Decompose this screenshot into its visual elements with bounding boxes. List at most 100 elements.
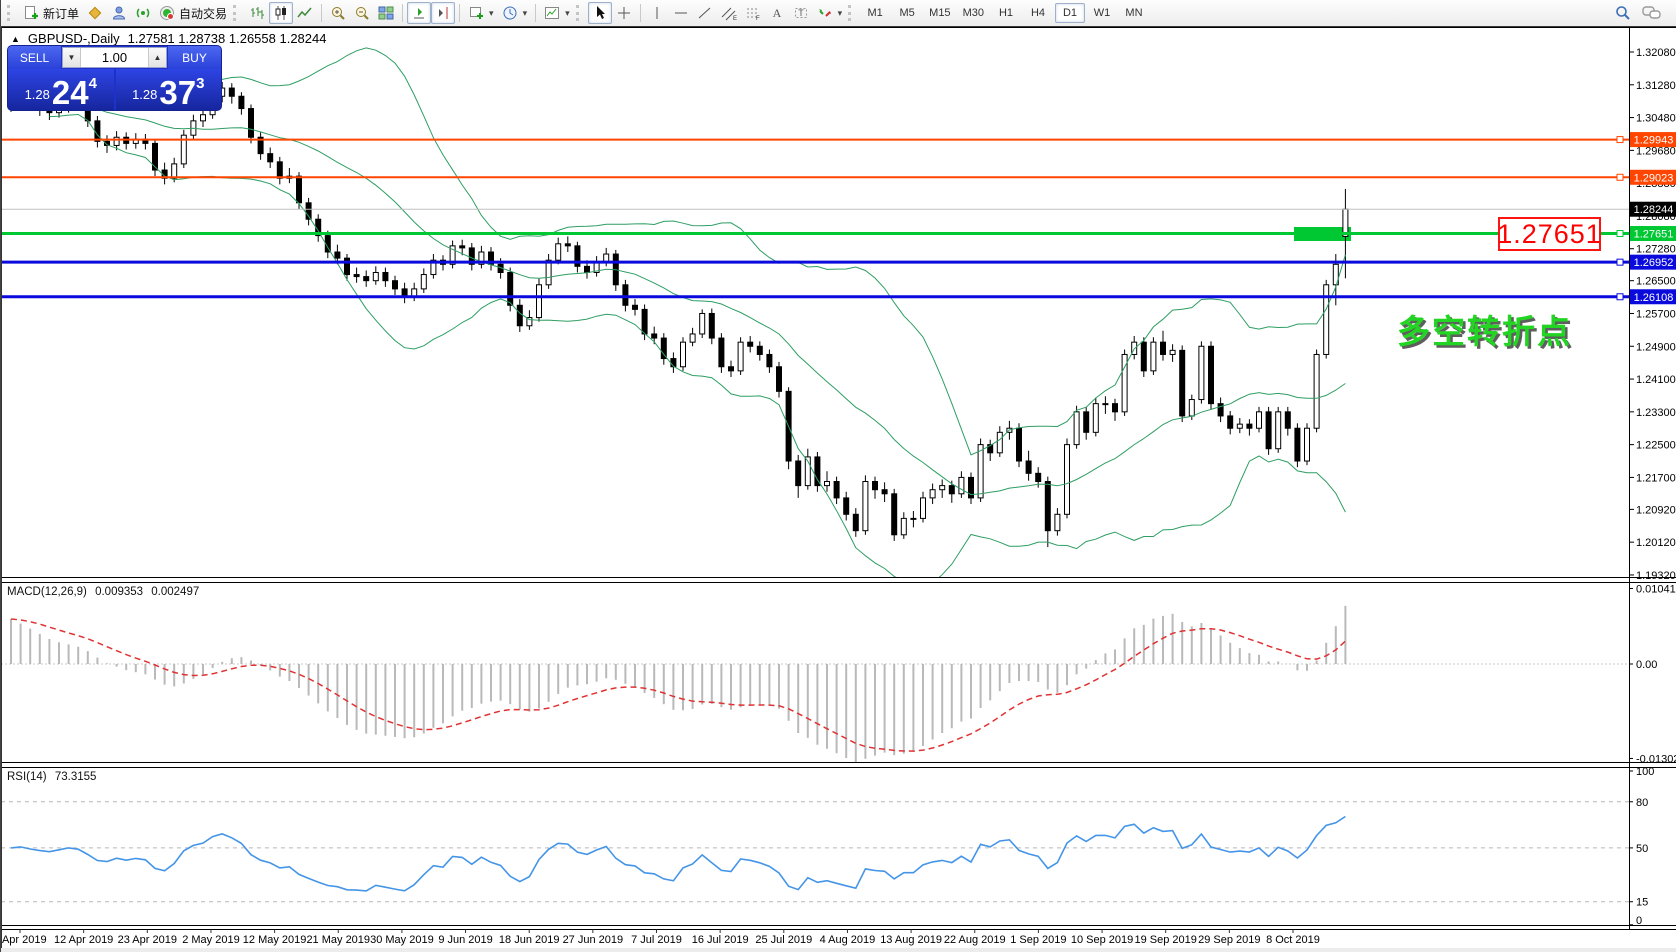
candle xyxy=(900,517,907,536)
timeframe-m30[interactable]: M30 xyxy=(962,7,984,19)
signals-button[interactable] xyxy=(131,2,155,24)
candle xyxy=(795,460,802,487)
candle xyxy=(728,366,734,372)
indicators-icon xyxy=(544,5,560,21)
timeframe-m15[interactable]: M15 xyxy=(929,7,951,19)
turning-point-annotation[interactable]: 多空转折点 xyxy=(1397,313,1572,350)
equidistant-channel-button[interactable]: E xyxy=(717,2,741,24)
candle xyxy=(929,489,936,499)
candle xyxy=(449,245,456,265)
candle xyxy=(296,175,302,204)
buy-price-button[interactable]: 1.28 37 3 xyxy=(115,69,221,110)
price-badge-label: 1.26108 xyxy=(1634,292,1674,304)
date-axis[interactable]: 3 Apr 2019 12 Apr 2019 23 Apr 2019 2 May 20… xyxy=(1,929,1320,947)
timeframe-d1[interactable]: D1 xyxy=(1054,3,1085,23)
trendline-button[interactable] xyxy=(693,2,717,24)
metaeditor-button[interactable] xyxy=(83,2,107,24)
hline-handle[interactable] xyxy=(1616,293,1624,301)
cursor-icon xyxy=(592,5,608,21)
buy-button[interactable]: BUY xyxy=(168,46,221,69)
zoom-out-button[interactable] xyxy=(350,2,374,24)
sell-price-button[interactable]: 1.28 24 4 xyxy=(8,69,114,110)
horizontal-line-icon xyxy=(673,5,689,21)
timeframe-m1[interactable]: M1 xyxy=(867,7,883,19)
timeframe-h1[interactable]: H1 xyxy=(998,7,1013,19)
candle xyxy=(1140,341,1147,372)
tile-windows-button[interactable] xyxy=(374,2,398,24)
timeframe-m5[interactable]: M5 xyxy=(899,7,915,19)
price-tick-label: 1.19320 xyxy=(1636,570,1676,582)
hline-handle[interactable] xyxy=(1616,230,1624,238)
candle xyxy=(689,333,696,343)
bollinger-middle xyxy=(49,102,1346,496)
candle xyxy=(699,312,706,335)
price-tick-label: 1.24100 xyxy=(1636,374,1676,386)
macd-signal-line xyxy=(10,618,1346,752)
text-icon: A xyxy=(769,5,785,21)
macd-label: MACD(12,26,9) xyxy=(7,586,87,598)
hline-handle[interactable] xyxy=(1616,258,1624,266)
price-tag-annotation[interactable]: 1.27651 xyxy=(1497,217,1601,251)
toolbar-grip[interactable] xyxy=(848,5,857,21)
chart-shift-button[interactable] xyxy=(431,2,456,24)
candle xyxy=(1236,423,1243,429)
fibonacci-button[interactable]: F xyxy=(741,2,765,24)
candle xyxy=(574,245,581,267)
candle xyxy=(910,517,917,520)
hline-objects[interactable] xyxy=(1,136,1629,301)
vertical-line-button[interactable] xyxy=(645,2,669,24)
volume-increase-button[interactable]: ▲ xyxy=(148,48,166,67)
auto-scroll-button[interactable] xyxy=(407,2,432,24)
timeframe-w1[interactable]: W1 xyxy=(1093,7,1111,19)
new-order-button[interactable]: 新订单 xyxy=(19,2,83,24)
date-tick-label: 19 Sep 2019 xyxy=(1135,934,1197,946)
chevron-down-icon: ▾ xyxy=(565,7,570,18)
candlestick-chart-button[interactable] xyxy=(269,2,294,24)
candle xyxy=(507,271,514,306)
line-chart-button[interactable] xyxy=(293,2,317,24)
triangle-up-icon: ▲ xyxy=(153,53,162,62)
volume-stepper: ▼ 1.00 ▲ xyxy=(62,47,167,68)
timeframe-mn[interactable]: MN xyxy=(1125,7,1143,19)
hline-handle[interactable] xyxy=(1616,136,1624,144)
svg-text:F: F xyxy=(756,16,760,21)
indicators-button[interactable]: ▾ xyxy=(540,2,574,24)
arrows-button[interactable]: ▾ xyxy=(813,2,847,24)
search-icon[interactable] xyxy=(1614,4,1632,22)
channel-icon: E xyxy=(721,5,737,21)
candle xyxy=(113,136,120,146)
text-button[interactable]: A xyxy=(765,2,789,24)
autotrade-button[interactable]: 自动交易 xyxy=(155,2,231,24)
text-label-button[interactable]: T xyxy=(789,2,813,24)
horizontal-line-button[interactable] xyxy=(669,2,693,24)
cursor-button[interactable] xyxy=(587,2,612,24)
candle xyxy=(708,312,715,339)
crosshair-button[interactable] xyxy=(612,2,636,24)
hline-handle[interactable] xyxy=(1616,173,1624,181)
trendline-icon xyxy=(697,5,713,21)
volume-input[interactable]: 1.00 xyxy=(101,50,128,65)
volume-decrease-button[interactable]: ▼ xyxy=(63,48,81,67)
bar-chart-button[interactable] xyxy=(245,2,269,24)
toolbar-grip[interactable] xyxy=(7,5,16,21)
candle xyxy=(536,284,542,319)
profiles-button[interactable]: ▾ xyxy=(498,2,532,24)
profile-button[interactable] xyxy=(107,2,131,24)
zoom-in-button[interactable] xyxy=(326,2,350,24)
toolbar-grip[interactable] xyxy=(575,5,585,21)
candle xyxy=(1054,513,1061,532)
chat-icon[interactable] xyxy=(1642,4,1662,22)
candle xyxy=(862,481,869,532)
candle xyxy=(1265,411,1272,450)
candle xyxy=(1150,341,1157,372)
price-axis[interactable]: 1.320801.312801.304801.296801.288801.280… xyxy=(1629,47,1676,582)
panel-collapse-icon[interactable]: ▲ xyxy=(11,33,20,44)
rsi-label: RSI(14) xyxy=(7,771,47,783)
timeframe-h4[interactable]: H4 xyxy=(1030,7,1045,19)
candle xyxy=(516,304,523,327)
candle xyxy=(1323,284,1330,355)
sell-button[interactable]: SELL xyxy=(8,46,61,69)
macd-indicator-header: MACD(12,26,9) 0.009353 0.002497 xyxy=(7,586,204,598)
new-chart-button[interactable]: ▾ xyxy=(464,2,498,24)
toolbar-grip[interactable] xyxy=(233,5,242,21)
